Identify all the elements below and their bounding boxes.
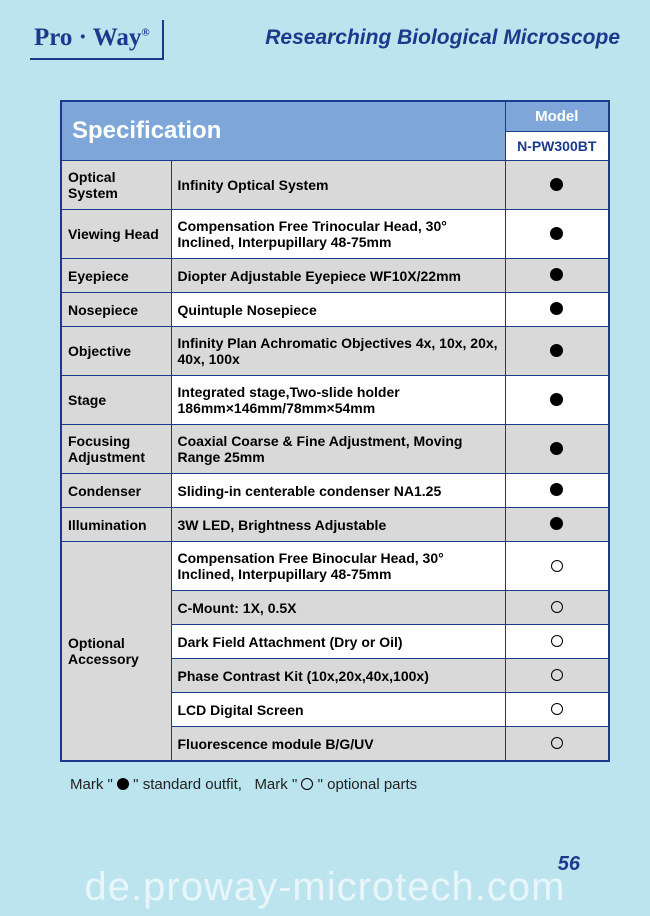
open-dot-icon [551,601,563,613]
row-desc: Compensation Free Binocular Head, 30° In… [171,542,505,591]
open-dot-icon [551,635,563,647]
filled-dot-icon [550,178,563,191]
row-label: Eyepiece [61,259,171,293]
row-label: Nosepiece [61,293,171,327]
open-dot-icon [551,703,563,715]
filled-dot-icon [550,517,563,530]
legend-std: standard outfit, [143,776,242,793]
row-mark [505,474,609,508]
row-label: Focusing Adjustment [61,425,171,474]
row-label: Condenser [61,474,171,508]
row-mark [505,259,609,293]
open-dot-icon [551,560,563,572]
filled-dot-icon [550,483,563,496]
row-label: Viewing Head [61,210,171,259]
row-mark [505,210,609,259]
row-mark [505,425,609,474]
spec-sheet: Specification Model N-PW300BT Optical Sy… [60,100,610,762]
filled-dot-icon [550,268,563,281]
watermark: de.proway-microtech.com [0,865,650,910]
row-mark [505,161,609,210]
page-number: 56 [558,853,580,876]
model-header: Model [505,101,609,132]
row-mark [505,625,609,659]
row-mark [505,542,609,591]
optional-label: Optional Accessory [61,542,171,762]
row-desc: 3W LED, Brightness Adjustable [171,508,505,542]
page-title: Researching Biological Microscope [265,26,620,50]
table-row: Illumination3W LED, Brightness Adjustabl… [61,508,609,542]
logo-name: Pro · Way [34,24,141,51]
row-desc: Dark Field Attachment (Dry or Oil) [171,625,505,659]
table-row: Focusing AdjustmentCoaxial Coarse & Fine… [61,425,609,474]
row-desc: Sliding-in centerable condenser NA1.25 [171,474,505,508]
row-desc: Compensation Free Trinocular Head, 30° I… [171,210,505,259]
row-mark [505,376,609,425]
table-row: StageIntegrated stage,Two-slide holder 1… [61,376,609,425]
row-desc: LCD Digital Screen [171,693,505,727]
filled-dot-icon [550,442,563,455]
open-dot-icon [551,669,563,681]
logo-box: Pro · Way® [30,20,164,60]
table-row: EyepieceDiopter Adjustable Eyepiece WF10… [61,259,609,293]
filled-dot-icon [550,302,563,315]
table-row: ObjectiveInfinity Plan Achromatic Object… [61,327,609,376]
legend: Mark " " standard outfit, Mark " " optio… [70,776,650,793]
row-mark [505,293,609,327]
row-desc: Integrated stage,Two-slide holder 186mm×… [171,376,505,425]
open-dot-icon [301,778,313,790]
row-desc: Diopter Adjustable Eyepiece WF10X/22mm [171,259,505,293]
legend-mark-2: Mark [254,776,287,793]
row-desc: C-Mount: 1X, 0.5X [171,591,505,625]
filled-dot-icon [550,344,563,357]
table-row: Optional AccessoryCompensation Free Bino… [61,542,609,591]
row-desc: Infinity Optical System [171,161,505,210]
model-value: N-PW300BT [505,132,609,161]
table-row: CondenserSliding-in centerable condenser… [61,474,609,508]
spec-table: Specification Model N-PW300BT Optical Sy… [60,100,610,762]
row-label: Illumination [61,508,171,542]
row-mark [505,727,609,762]
table-row: Optical SystemInfinity Optical System [61,161,609,210]
registered-mark: ® [141,27,149,39]
row-mark [505,327,609,376]
legend-opt: optional parts [327,776,417,793]
row-mark [505,591,609,625]
open-dot-icon [551,737,563,749]
row-mark [505,659,609,693]
row-mark [505,693,609,727]
table-row: Viewing HeadCompensation Free Trinocular… [61,210,609,259]
filled-dot-icon [550,227,563,240]
row-desc: Fluorescence module B/G/UV [171,727,505,762]
row-label: Stage [61,376,171,425]
row-desc: Coaxial Coarse & Fine Adjustment, Moving… [171,425,505,474]
row-desc: Quintuple Nosepiece [171,293,505,327]
legend-mark-1: Mark [70,776,103,793]
logo-text: Pro · Way® [34,24,150,51]
row-label: Objective [61,327,171,376]
row-label: Optical System [61,161,171,210]
row-desc: Phase Contrast Kit (10x,20x,40x,100x) [171,659,505,693]
row-mark [505,508,609,542]
filled-dot-icon [550,393,563,406]
filled-dot-icon [117,778,129,790]
spec-header: Specification [61,101,505,161]
row-desc: Infinity Plan Achromatic Objectives 4x, … [171,327,505,376]
table-row: NosepieceQuintuple Nosepiece [61,293,609,327]
